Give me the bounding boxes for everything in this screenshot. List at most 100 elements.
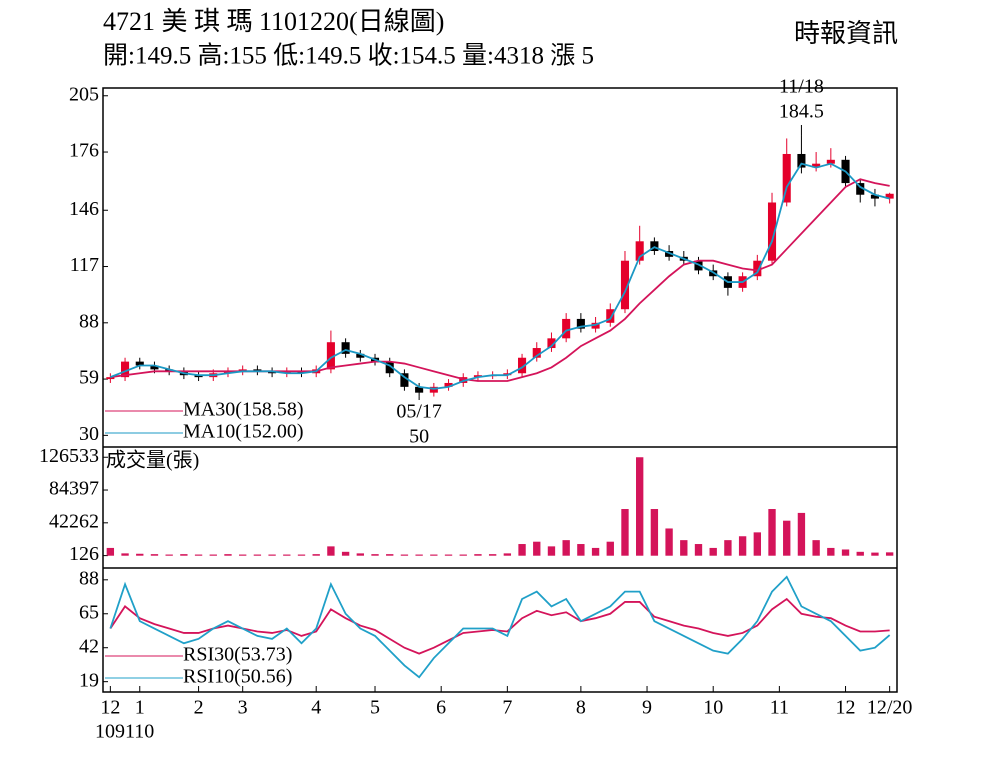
candle-body <box>223 371 233 374</box>
volume-bar <box>694 544 703 556</box>
volume-bar <box>812 540 820 556</box>
candle-body <box>518 357 527 374</box>
y-tick-label: 42262 <box>49 510 99 532</box>
volume-bar <box>871 552 879 556</box>
volume-bar <box>753 532 761 556</box>
volume-bar <box>136 553 144 556</box>
candle-body <box>767 202 777 261</box>
candle-body <box>782 153 791 203</box>
candle-body <box>562 318 571 339</box>
legend-label: MA30(158.58) <box>183 399 304 421</box>
chart-title: 4721 美 琪 瑪 1101220(日線圖) <box>103 7 444 36</box>
x-tick-label: 8 <box>576 697 586 719</box>
annotation-value: 50 <box>409 426 429 448</box>
y-tick-label: 30 <box>79 423 99 445</box>
volume-bar <box>797 512 806 556</box>
x-tick-label: 4 <box>311 697 321 719</box>
volume-bar <box>724 540 732 556</box>
candle-body <box>650 241 659 252</box>
volume-bar <box>327 546 335 556</box>
volume-bar <box>503 553 512 556</box>
y-tick-label: 117 <box>70 254 99 276</box>
volume-bar <box>209 554 217 556</box>
x-tick-label: 3 <box>238 697 248 719</box>
series-line <box>109 575 891 679</box>
volume-bar <box>371 554 379 556</box>
quote-line: 開:149.5 高:155 低:149.5 收:154.5 量:4318 漲 5 <box>103 42 594 70</box>
x-tick-label: 12 <box>100 697 120 719</box>
volume-bar <box>636 457 644 556</box>
candle-body <box>606 309 615 323</box>
candle-body <box>444 382 453 387</box>
candle-body <box>356 353 365 358</box>
x-tick-label: 1 <box>135 697 145 719</box>
volume-bar <box>121 553 129 556</box>
candle-body <box>165 369 174 372</box>
volume-bar <box>783 520 791 556</box>
volume-bar <box>312 554 320 556</box>
x-tick-label: 7 <box>502 697 512 719</box>
volume-bar <box>577 544 585 556</box>
volume-bar <box>606 541 614 556</box>
volume-bar <box>474 554 482 556</box>
volume-bar <box>650 509 659 556</box>
y-tick-label: 59 <box>79 367 99 389</box>
x-tick-label: 11 <box>770 697 789 719</box>
volume-bar <box>239 554 247 556</box>
y-tick-label: 126533 <box>39 445 99 467</box>
candle-body <box>326 342 335 370</box>
y-tick-label: 88 <box>79 567 99 589</box>
volume-bar <box>533 541 541 556</box>
y-tick-label: 205 <box>69 83 99 105</box>
y-tick-label: 88 <box>79 310 99 332</box>
frame <box>102 87 898 693</box>
candle-body <box>591 322 600 329</box>
legend-label: RSI10(50.56) <box>183 666 292 688</box>
candle-body <box>429 386 438 393</box>
volume-bar <box>841 549 850 556</box>
candle-body <box>253 369 262 372</box>
annotation-date: 11/18 <box>779 76 824 98</box>
x-tick-label: 12/20 <box>867 697 913 719</box>
panel-title: 成交量(張) <box>106 449 199 472</box>
candle-body <box>635 241 644 261</box>
volume-bar <box>341 551 350 556</box>
candle-body <box>459 377 468 383</box>
volume-bar <box>591 547 600 556</box>
y-tick-label: 65 <box>79 601 99 623</box>
candle-body <box>797 153 806 168</box>
candle-body <box>620 260 630 310</box>
volume-bar <box>680 540 688 556</box>
volume-bar <box>224 554 232 556</box>
candle-body <box>297 371 306 374</box>
candle-body <box>341 342 350 354</box>
volume-bar <box>297 554 306 556</box>
candle-body <box>106 377 115 380</box>
candle-body <box>415 386 424 393</box>
volume-bar <box>150 554 159 556</box>
volume-bar <box>106 547 115 556</box>
candle-body <box>150 365 159 370</box>
volume-bar <box>180 554 188 556</box>
candle-body <box>121 361 130 378</box>
y-tick-label: 19 <box>79 669 99 691</box>
candle-body <box>268 371 277 374</box>
volume-bar <box>253 554 262 556</box>
candle-body <box>473 375 482 378</box>
volume-bar <box>856 551 864 556</box>
x-tick-label: 9 <box>642 697 652 719</box>
volume-bar <box>415 554 423 556</box>
legend-label: MA10(152.00) <box>183 421 304 443</box>
x-tick-label: 10 <box>703 697 723 719</box>
source: 時報資訊 <box>794 19 898 48</box>
candle-body <box>812 163 821 168</box>
volume-bar <box>444 554 453 556</box>
volume-bar <box>400 554 409 556</box>
volume-bar <box>459 554 467 556</box>
volume-bar <box>268 554 276 556</box>
y-tick-label: 176 <box>69 140 99 162</box>
legend-label: RSI30(53.73) <box>183 644 292 666</box>
candle-body <box>885 193 894 199</box>
candle-body <box>665 251 674 257</box>
volume-bar <box>488 554 497 556</box>
